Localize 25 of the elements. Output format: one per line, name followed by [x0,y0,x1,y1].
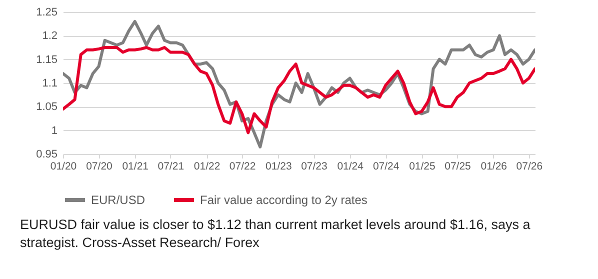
x-tick-label: 07/23 [301,160,328,172]
x-tick-label: 07/20 [86,160,113,172]
x-tick-label: 07/25 [444,160,472,172]
y-tick-label: 0.95 [36,148,58,160]
y-tick-label: 1.05 [36,101,58,114]
x-tick-label: 01/24 [337,160,364,172]
y-tick-label: 1.15 [36,54,58,66]
y-tick-label: 1.25 [36,6,58,18]
x-tick-label: 01/23 [266,160,292,172]
x-tick-label: 01/22 [194,160,220,172]
x-tick-label: 07/21 [158,160,184,172]
x-tick-label: 07/22 [229,160,256,172]
y-tick-label: 1.1 [42,78,58,90]
x-tick-label: 01/21 [122,160,149,172]
line-series [63,46,535,134]
x-tick-label: 01/25 [409,160,436,172]
x-tick-label: 07/24 [372,160,400,172]
x-tick-label: 01/20 [50,160,77,172]
legend-label: EUR/USD [91,193,146,207]
legend-label: Fair value according to 2y rates [200,193,368,207]
y-tick-label: 1.2 [42,30,58,42]
x-tick-label: 01/26 [480,160,508,172]
text: EURUSD fair value is closer to $1.12 than current market levels around $1.16, says a strategist. Cross-Asset Research/ Forex [20,216,532,252]
y-tick-label: 1 [51,124,58,137]
x-tick-label: 07/26 [516,160,543,172]
